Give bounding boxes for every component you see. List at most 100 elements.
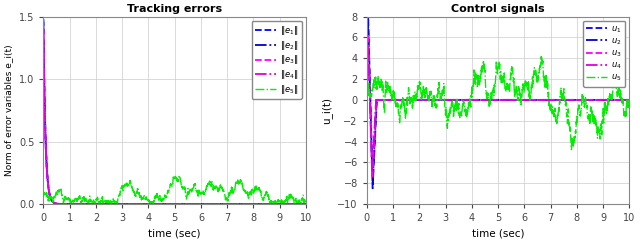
Line: $\|e_1\|$: $\|e_1\|$	[44, 19, 306, 204]
$\|e_2\|$	[53, 202, 61, 205]
$\|e_5\|$	[40, 192, 47, 195]
$\|e_5\|$	[161, 198, 168, 200]
$u_1$	[484, 98, 492, 101]
Line: $\|e_2\|$: $\|e_2\|$	[44, 22, 306, 204]
$u_3$	[570, 98, 578, 101]
$u_4$	[618, 98, 626, 101]
$u_2$	[491, 98, 499, 101]
$\|e_5\|$	[168, 183, 175, 186]
$\|e_2\|$	[302, 202, 310, 205]
$u_4$	[364, 42, 372, 45]
$u_3$	[625, 98, 633, 101]
$u_4$	[618, 98, 626, 101]
$\|e_5\|$	[295, 200, 303, 203]
$u_2$	[377, 98, 385, 101]
Line: $u_5$: $u_5$	[367, 56, 629, 150]
$\|e_5\|$	[246, 191, 254, 194]
$u_2$	[618, 98, 626, 101]
$\|e_4\|$	[294, 202, 302, 205]
$\|e_4\|$	[167, 202, 175, 205]
$\|e_4\|$	[294, 202, 302, 205]
$u_4$	[363, 98, 371, 101]
$u_1$	[570, 98, 578, 101]
$\|e_2\|$	[294, 202, 302, 205]
$u_2$	[625, 98, 633, 101]
$\|e_2\|$	[246, 202, 254, 205]
$u_4$	[368, 171, 376, 174]
$\|e_2\|$	[40, 20, 47, 23]
$\|e_1\|$	[294, 202, 302, 205]
$\|e_2\|$	[294, 202, 302, 205]
$u_5$	[538, 54, 545, 57]
$\|e_4\|$	[53, 202, 61, 205]
$u_5$	[570, 137, 578, 140]
$u_4$	[570, 98, 578, 101]
Line: $u_3$: $u_3$	[367, 34, 629, 178]
$\|e_1\|$	[167, 202, 175, 205]
$\|e_3\|$	[246, 202, 254, 205]
$\|e_1\|$	[160, 202, 168, 205]
$\|e_4\|$	[302, 202, 310, 205]
$\|e_4\|$	[246, 202, 254, 205]
$u_3$	[369, 176, 376, 179]
$u_1$	[377, 98, 385, 101]
$u_3$	[618, 98, 626, 101]
$u_3$	[484, 98, 492, 101]
$u_5$	[376, 82, 384, 85]
$\|e_1\|$	[246, 202, 254, 205]
$\|e_5\|$	[302, 198, 310, 201]
Line: $u_4$: $u_4$	[367, 44, 629, 173]
$u_2$	[369, 182, 376, 184]
$\|e_5\|$	[53, 192, 61, 195]
$\|e_3\|$	[302, 202, 310, 205]
$u_3$	[363, 98, 371, 101]
$\|e_2\|$	[160, 202, 168, 205]
X-axis label: time (sec): time (sec)	[148, 229, 201, 239]
$u_1$	[369, 187, 376, 190]
$u_2$	[484, 98, 492, 101]
$u_2$	[364, 26, 372, 28]
$u_1$	[618, 98, 626, 101]
$u_4$	[377, 98, 385, 101]
$u_2$	[570, 98, 578, 101]
$u_1$	[363, 98, 371, 101]
$\|e_3\|$	[40, 28, 47, 31]
$\|e_3\|$	[294, 202, 302, 205]
Legend: $\|e_1\|$, $\|e_2\|$, $\|e_3\|$, $\|e_4\|$, $\|e_5\|$: $\|e_1\|$, $\|e_2\|$, $\|e_3\|$, $\|e_4\…	[252, 21, 302, 99]
$\|e_5\|$	[60, 201, 67, 204]
Line: $u_2$: $u_2$	[367, 27, 629, 183]
$u_5$	[484, 94, 492, 96]
Line: $\|e_4\|$: $\|e_4\|$	[44, 32, 306, 204]
$\|e_4\|$	[40, 30, 47, 33]
Title: Control signals: Control signals	[451, 4, 545, 14]
$\|e_1\|$	[40, 18, 47, 21]
$u_1$	[625, 98, 633, 101]
$\|e_3\|$	[53, 202, 61, 205]
X-axis label: time (sec): time (sec)	[472, 229, 524, 239]
$\|e_3\|$	[160, 202, 168, 205]
Line: $\|e_5\|$: $\|e_5\|$	[44, 176, 306, 203]
Y-axis label: u_i(t): u_i(t)	[321, 97, 332, 124]
$\|e_4\|$	[160, 202, 168, 205]
$u_2$	[363, 98, 371, 101]
$\|e_3\|$	[167, 202, 175, 205]
Line: $u_1$: $u_1$	[367, 17, 629, 188]
$\|e_1\|$	[53, 202, 61, 205]
$\|e_3\|$	[294, 202, 302, 205]
$u_5$	[618, 101, 626, 104]
$\|e_2\|$	[167, 202, 175, 205]
$\|e_5\|$	[294, 200, 302, 202]
$u_5$	[568, 148, 575, 151]
$u_5$	[618, 97, 626, 100]
$u_5$	[491, 83, 499, 86]
$u_1$	[491, 98, 499, 101]
$\|e_1\|$	[294, 202, 302, 205]
$u_3$	[491, 98, 499, 101]
$u_2$	[618, 98, 626, 101]
$u_1$	[364, 15, 372, 18]
$u_3$	[377, 98, 385, 101]
$u_4$	[625, 98, 633, 101]
$\|e_5\|$	[170, 175, 178, 178]
$\|e_1\|$	[302, 202, 310, 205]
Title: Tracking errors: Tracking errors	[127, 4, 222, 14]
